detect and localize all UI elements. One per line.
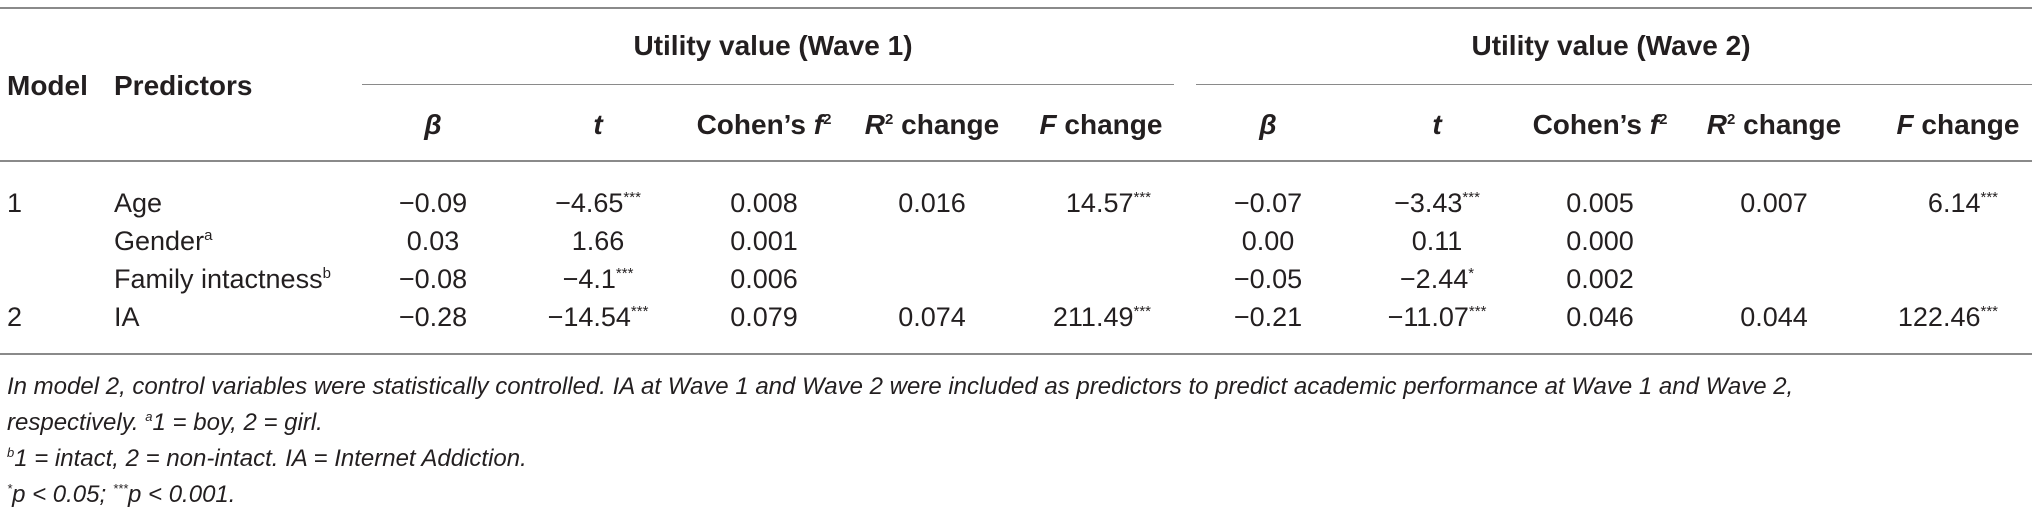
r2-cell: 0.044	[1740, 302, 1808, 332]
col-model-header: Model	[7, 70, 88, 101]
footnote-line: In model 2, control variables were stati…	[7, 373, 1794, 400]
cohen-cell: 0.002	[1566, 264, 1634, 294]
wave1-group-header: Utility value (Wave 1)	[633, 30, 913, 61]
t-cell: −14.54***	[547, 302, 649, 332]
predictor-cell: Age	[114, 188, 163, 218]
beta-cell: 0.00	[1241, 226, 1295, 256]
r2-cell: 0.074	[898, 302, 966, 332]
predictor-cell: Gendera	[114, 226, 213, 256]
f-cell: 6.14***	[1927, 188, 1998, 218]
w1-cohen-header: Cohen’s f2	[696, 109, 832, 140]
predictor-cell: Family intactnessb	[114, 264, 331, 294]
w1-beta-header: β	[424, 109, 442, 140]
r2-cell: 0.007	[1740, 188, 1808, 218]
f-cell: 14.57***	[1065, 188, 1151, 218]
w2-f-header: F change	[1896, 109, 2020, 140]
w2-cohen-header: Cohen’s f2	[1532, 109, 1668, 140]
cohen-cell: 0.000	[1566, 226, 1634, 256]
t-cell: 1.66	[571, 226, 625, 256]
footnote-line: b1 = intact, 2 = non-intact. IA = Intern…	[7, 445, 527, 472]
cohen-cell: 0.008	[730, 188, 798, 218]
f-cell: 211.49***	[1052, 302, 1151, 332]
footnote-line: respectively. a1 = boy, 2 = girl.	[7, 409, 323, 436]
t-cell: 0.11	[1411, 226, 1463, 256]
predictor-cell: IA	[114, 302, 140, 332]
col-predictors-header: Predictors	[114, 70, 253, 101]
cohen-cell: 0.001	[730, 226, 798, 256]
w2-r2-header: R2 change	[1706, 109, 1842, 140]
cohen-cell: 0.005	[1566, 188, 1634, 218]
top-rule	[0, 7, 2032, 9]
model-cell: 2	[7, 302, 23, 332]
footnote-line: *p < 0.05; ***p < 0.001.	[7, 481, 236, 508]
t-cell: −4.65***	[555, 188, 641, 218]
table-bottom-rule	[0, 353, 2032, 355]
beta-cell: −0.09	[398, 188, 468, 218]
w1-t-header: t	[593, 109, 603, 140]
w2-t-header: t	[1432, 109, 1442, 140]
beta-cell: −0.08	[398, 264, 468, 294]
cohen-cell: 0.046	[1566, 302, 1634, 332]
cohen-cell: 0.079	[730, 302, 798, 332]
t-cell: −11.07***	[1387, 302, 1487, 332]
beta-cell: −0.05	[1233, 264, 1303, 294]
w1-f-header: F change	[1039, 109, 1163, 140]
beta-cell: −0.21	[1233, 302, 1303, 332]
w1-r2-header: R2 change	[864, 109, 1000, 140]
beta-cell: −0.07	[1233, 188, 1303, 218]
model-cell: 1	[7, 188, 23, 218]
t-cell: −4.1***	[562, 264, 634, 294]
header-bottom-rule	[0, 160, 2032, 162]
wave2-group-header: Utility value (Wave 2)	[1471, 30, 1751, 61]
f-cell: 122.46***	[1897, 302, 1998, 332]
r2-cell: 0.016	[898, 188, 966, 218]
w2-beta-header: β	[1259, 109, 1277, 140]
beta-cell: −0.28	[398, 302, 468, 332]
cohen-cell: 0.006	[730, 264, 798, 294]
wave2-group-rule	[1196, 84, 2032, 85]
beta-cell: 0.03	[406, 226, 460, 256]
wave1-group-rule	[362, 84, 1174, 85]
t-cell: −2.44*	[1399, 264, 1475, 294]
t-cell: −3.43***	[1394, 188, 1480, 218]
